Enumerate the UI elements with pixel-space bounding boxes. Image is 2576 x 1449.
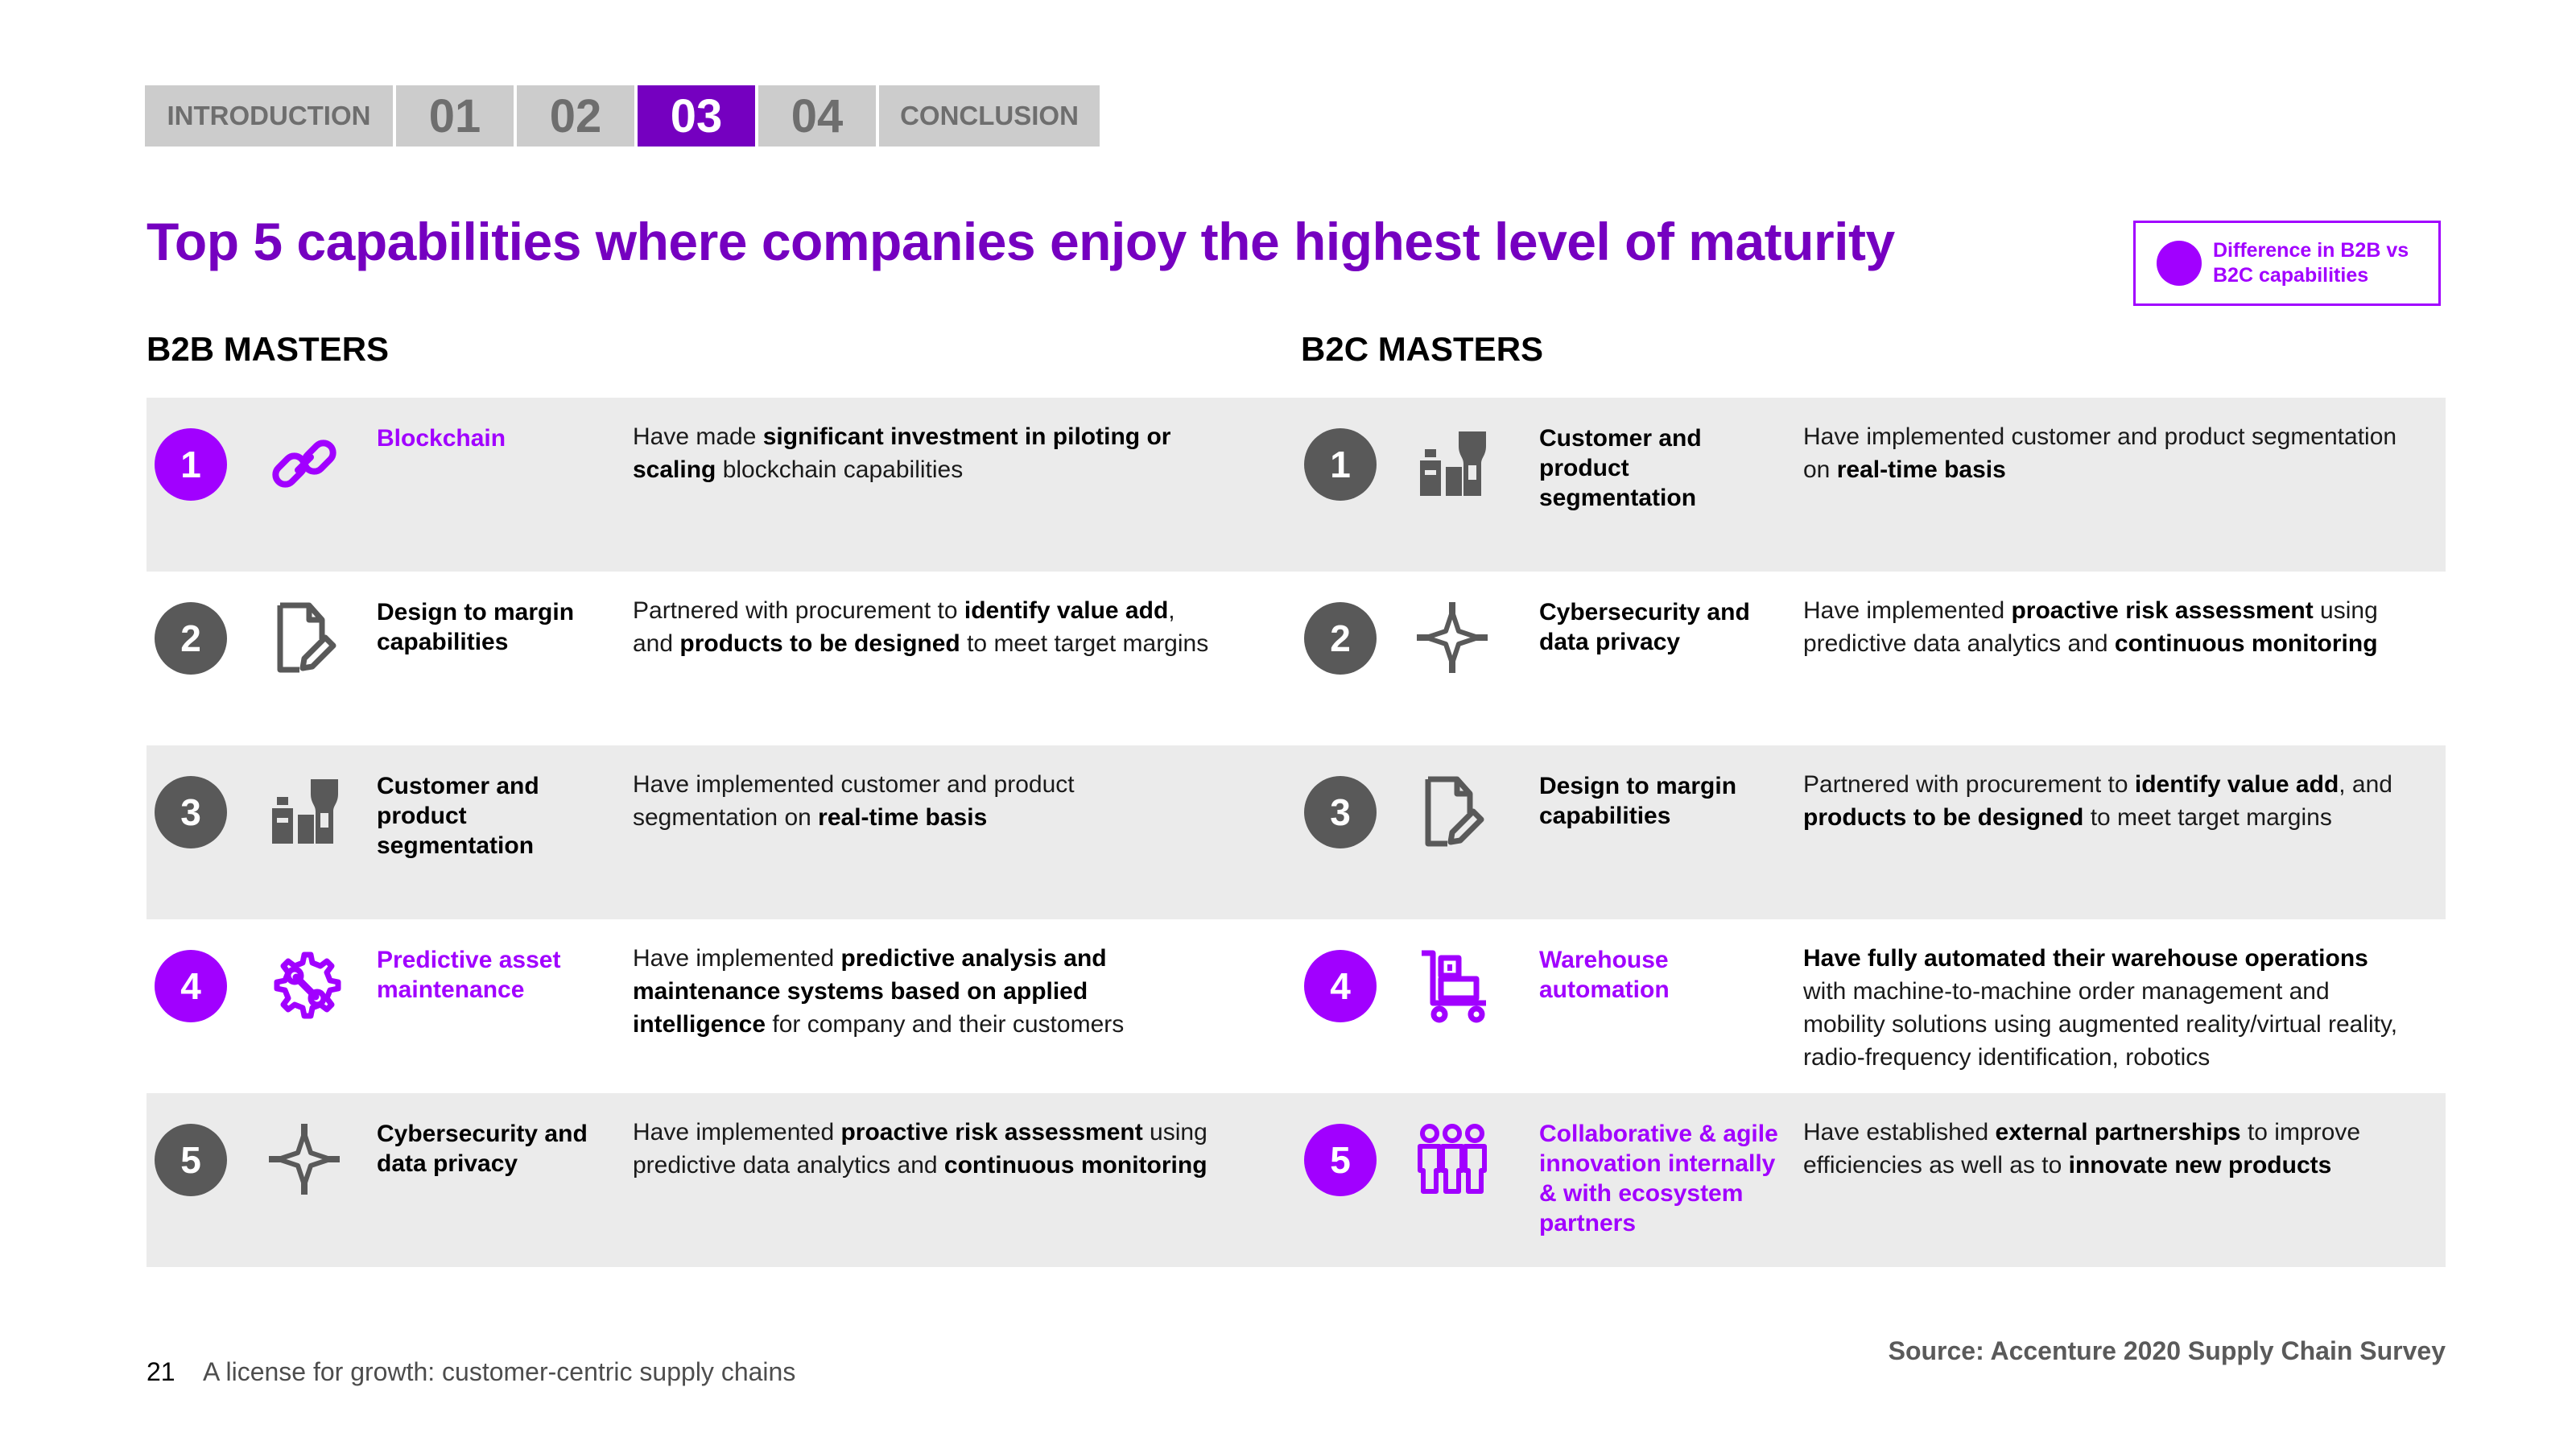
capability-label: Design to margin capabilities <box>1539 773 1737 829</box>
tab-conclusion[interactable]: CONCLUSION <box>879 85 1100 147</box>
legend: Difference in B2B vs B2C capabilities <box>2133 221 2441 306</box>
description-text: , and <box>2339 771 2392 798</box>
capability-label: Cybersecurity and data privacy <box>1539 599 1750 655</box>
capability-description: Have implemented predictive analysis and… <box>633 942 1212 1041</box>
capability-description: Have fully automated their warehouse ope… <box>1803 942 2415 1074</box>
cyber-shield-icon <box>266 1121 343 1198</box>
capability-description: Partnered with procurement to identify v… <box>633 594 1212 660</box>
rank-badge: 1 <box>1304 428 1377 501</box>
table-row: 2 Design to margin capabilities Partnered… <box>147 572 2446 745</box>
table-row: 4 Predictive asset maintenance Have imple… <box>147 919 2446 1093</box>
document-edit-icon <box>1414 773 1491 850</box>
description-text: Have made <box>633 423 763 450</box>
rank-badge: 4 <box>1304 950 1377 1022</box>
capability-description: Have implemented customer and product se… <box>633 768 1212 834</box>
description-text: to meet target margins <box>960 630 1209 657</box>
rank-badge: 4 <box>155 950 227 1022</box>
table-row: 5 Cybersecurity and data privacy Have imp… <box>147 1093 2446 1267</box>
tab-01[interactable]: 01 <box>396 85 514 147</box>
description-text: blockchain capabilities <box>716 456 964 483</box>
document-title: A license for growth: customer-centric s… <box>203 1357 796 1386</box>
document-edit-icon <box>266 599 343 676</box>
legend-dot-icon <box>2157 241 2202 286</box>
description-emphasis: proactive risk assessment <box>840 1119 1143 1146</box>
rank-badge: 3 <box>1304 776 1377 848</box>
description-emphasis: continuous monitoring <box>943 1152 1208 1179</box>
capability-label: Customer and product segmentation <box>1539 425 1702 511</box>
capability-description: Partnered with procurement to identify v… <box>1803 768 2415 834</box>
product-segmentation-icon <box>1414 425 1491 502</box>
capability-description: Have implemented proactive risk assessme… <box>633 1116 1212 1182</box>
capability-description: Have established external partnerships t… <box>1803 1116 2415 1182</box>
description-emphasis: continuous monitoring <box>2114 630 2378 657</box>
section-nav: INTRODUCTION 01 02 03 04 CONCLUSION <box>145 85 1103 147</box>
capability-label: Cybersecurity and data privacy <box>377 1121 588 1177</box>
description-text: using predictive data analytics and <box>1803 597 2378 657</box>
description-text: for company and their customers <box>766 1011 1125 1038</box>
description-text: Have implemented <box>1803 597 2012 624</box>
description-emphasis: products to be designed <box>1803 804 2084 831</box>
warehouse-cart-icon <box>1414 947 1491 1024</box>
capability-label: Warehouse automation <box>1539 947 1670 1003</box>
capability-label: Collaborative & agile innovation interna… <box>1539 1121 1778 1236</box>
rank-badge: 5 <box>155 1124 227 1196</box>
legend-label: Difference in B2B vs B2C capabilities <box>2213 239 2409 287</box>
description-emphasis: identify value add <box>2134 771 2339 798</box>
b2b-heading: B2B MASTERS <box>147 330 390 368</box>
rank-badge: 2 <box>1304 602 1377 675</box>
description-text: , and <box>633 597 1175 657</box>
table-row: 1 Blockchain Have made significant invest… <box>147 398 2446 572</box>
description-text: Partnered with procurement to <box>1803 771 2135 798</box>
description-text: to improve efficiencies as well as to <box>1803 1119 2360 1179</box>
capability-label: Blockchain <box>377 425 506 452</box>
capability-description: Have implemented proactive risk assessme… <box>1803 594 2415 660</box>
rank-badge: 3 <box>155 776 227 848</box>
tab-04[interactable]: 04 <box>758 85 876 147</box>
capabilities-table: 1 Blockchain Have made significant invest… <box>147 398 2446 1267</box>
description-emphasis: real-time basis <box>1836 456 2006 483</box>
description-emphasis: identify value add <box>964 597 1169 624</box>
description-emphasis: Have fully automated their warehouse ope… <box>1803 945 2368 972</box>
tab-03[interactable]: 03 <box>638 85 755 147</box>
page-number: 21 <box>147 1357 175 1386</box>
cyber-shield-icon <box>1414 599 1491 676</box>
description-text: Partnered with procurement to <box>633 597 964 624</box>
description-text: to meet target margins <box>2083 804 2332 831</box>
page-title: Top 5 capabilities where companies enjoy… <box>147 212 1895 271</box>
description-text: Have implemented customer and product se… <box>633 771 1075 831</box>
description-emphasis: significant investment in piloting or sc… <box>633 423 1171 483</box>
description-emphasis: external partnerships <box>1995 1119 2241 1146</box>
description-text: Have implemented <box>633 1119 841 1146</box>
description-emphasis: proactive risk assessment <box>2011 597 2314 624</box>
description-text: Have implemented <box>633 945 841 972</box>
description-text: Have implemented customer and product se… <box>1803 423 2397 483</box>
description-emphasis: products to be designed <box>679 630 960 657</box>
description-emphasis: predictive analysis and maintenance syst… <box>633 945 1107 1038</box>
capability-description: Have implemented customer and product se… <box>1803 420 2415 486</box>
description-emphasis: innovate new products <box>2068 1152 2332 1179</box>
capability-label: Design to margin capabilities <box>377 599 575 655</box>
source-note: Source: Accenture 2020 Supply Chain Surv… <box>1888 1336 2446 1365</box>
capability-label: Predictive asset maintenance <box>377 947 561 1003</box>
gear-wrench-icon <box>266 947 343 1024</box>
product-segmentation-icon <box>266 773 343 850</box>
description-text: with machine-to-machine order management… <box>1803 978 2398 1071</box>
rank-badge: 1 <box>155 428 227 501</box>
tab-02[interactable]: 02 <box>517 85 634 147</box>
description-emphasis: real-time basis <box>818 804 988 831</box>
b2c-heading: B2C MASTERS <box>1301 330 1544 368</box>
link-chain-icon <box>266 425 343 502</box>
description-text: Have established <box>1803 1119 1996 1146</box>
capability-description: Have made significant investment in pilo… <box>633 420 1212 486</box>
rank-badge: 5 <box>1304 1124 1377 1196</box>
description-text: using predictive data analytics and <box>633 1119 1208 1179</box>
table-row: 3 Customer and product segmentation Have … <box>147 745 2446 919</box>
tab-introduction[interactable]: INTRODUCTION <box>145 85 393 147</box>
team-collaboration-icon <box>1414 1121 1491 1198</box>
rank-badge: 2 <box>155 602 227 675</box>
capability-label: Customer and product segmentation <box>377 773 539 859</box>
